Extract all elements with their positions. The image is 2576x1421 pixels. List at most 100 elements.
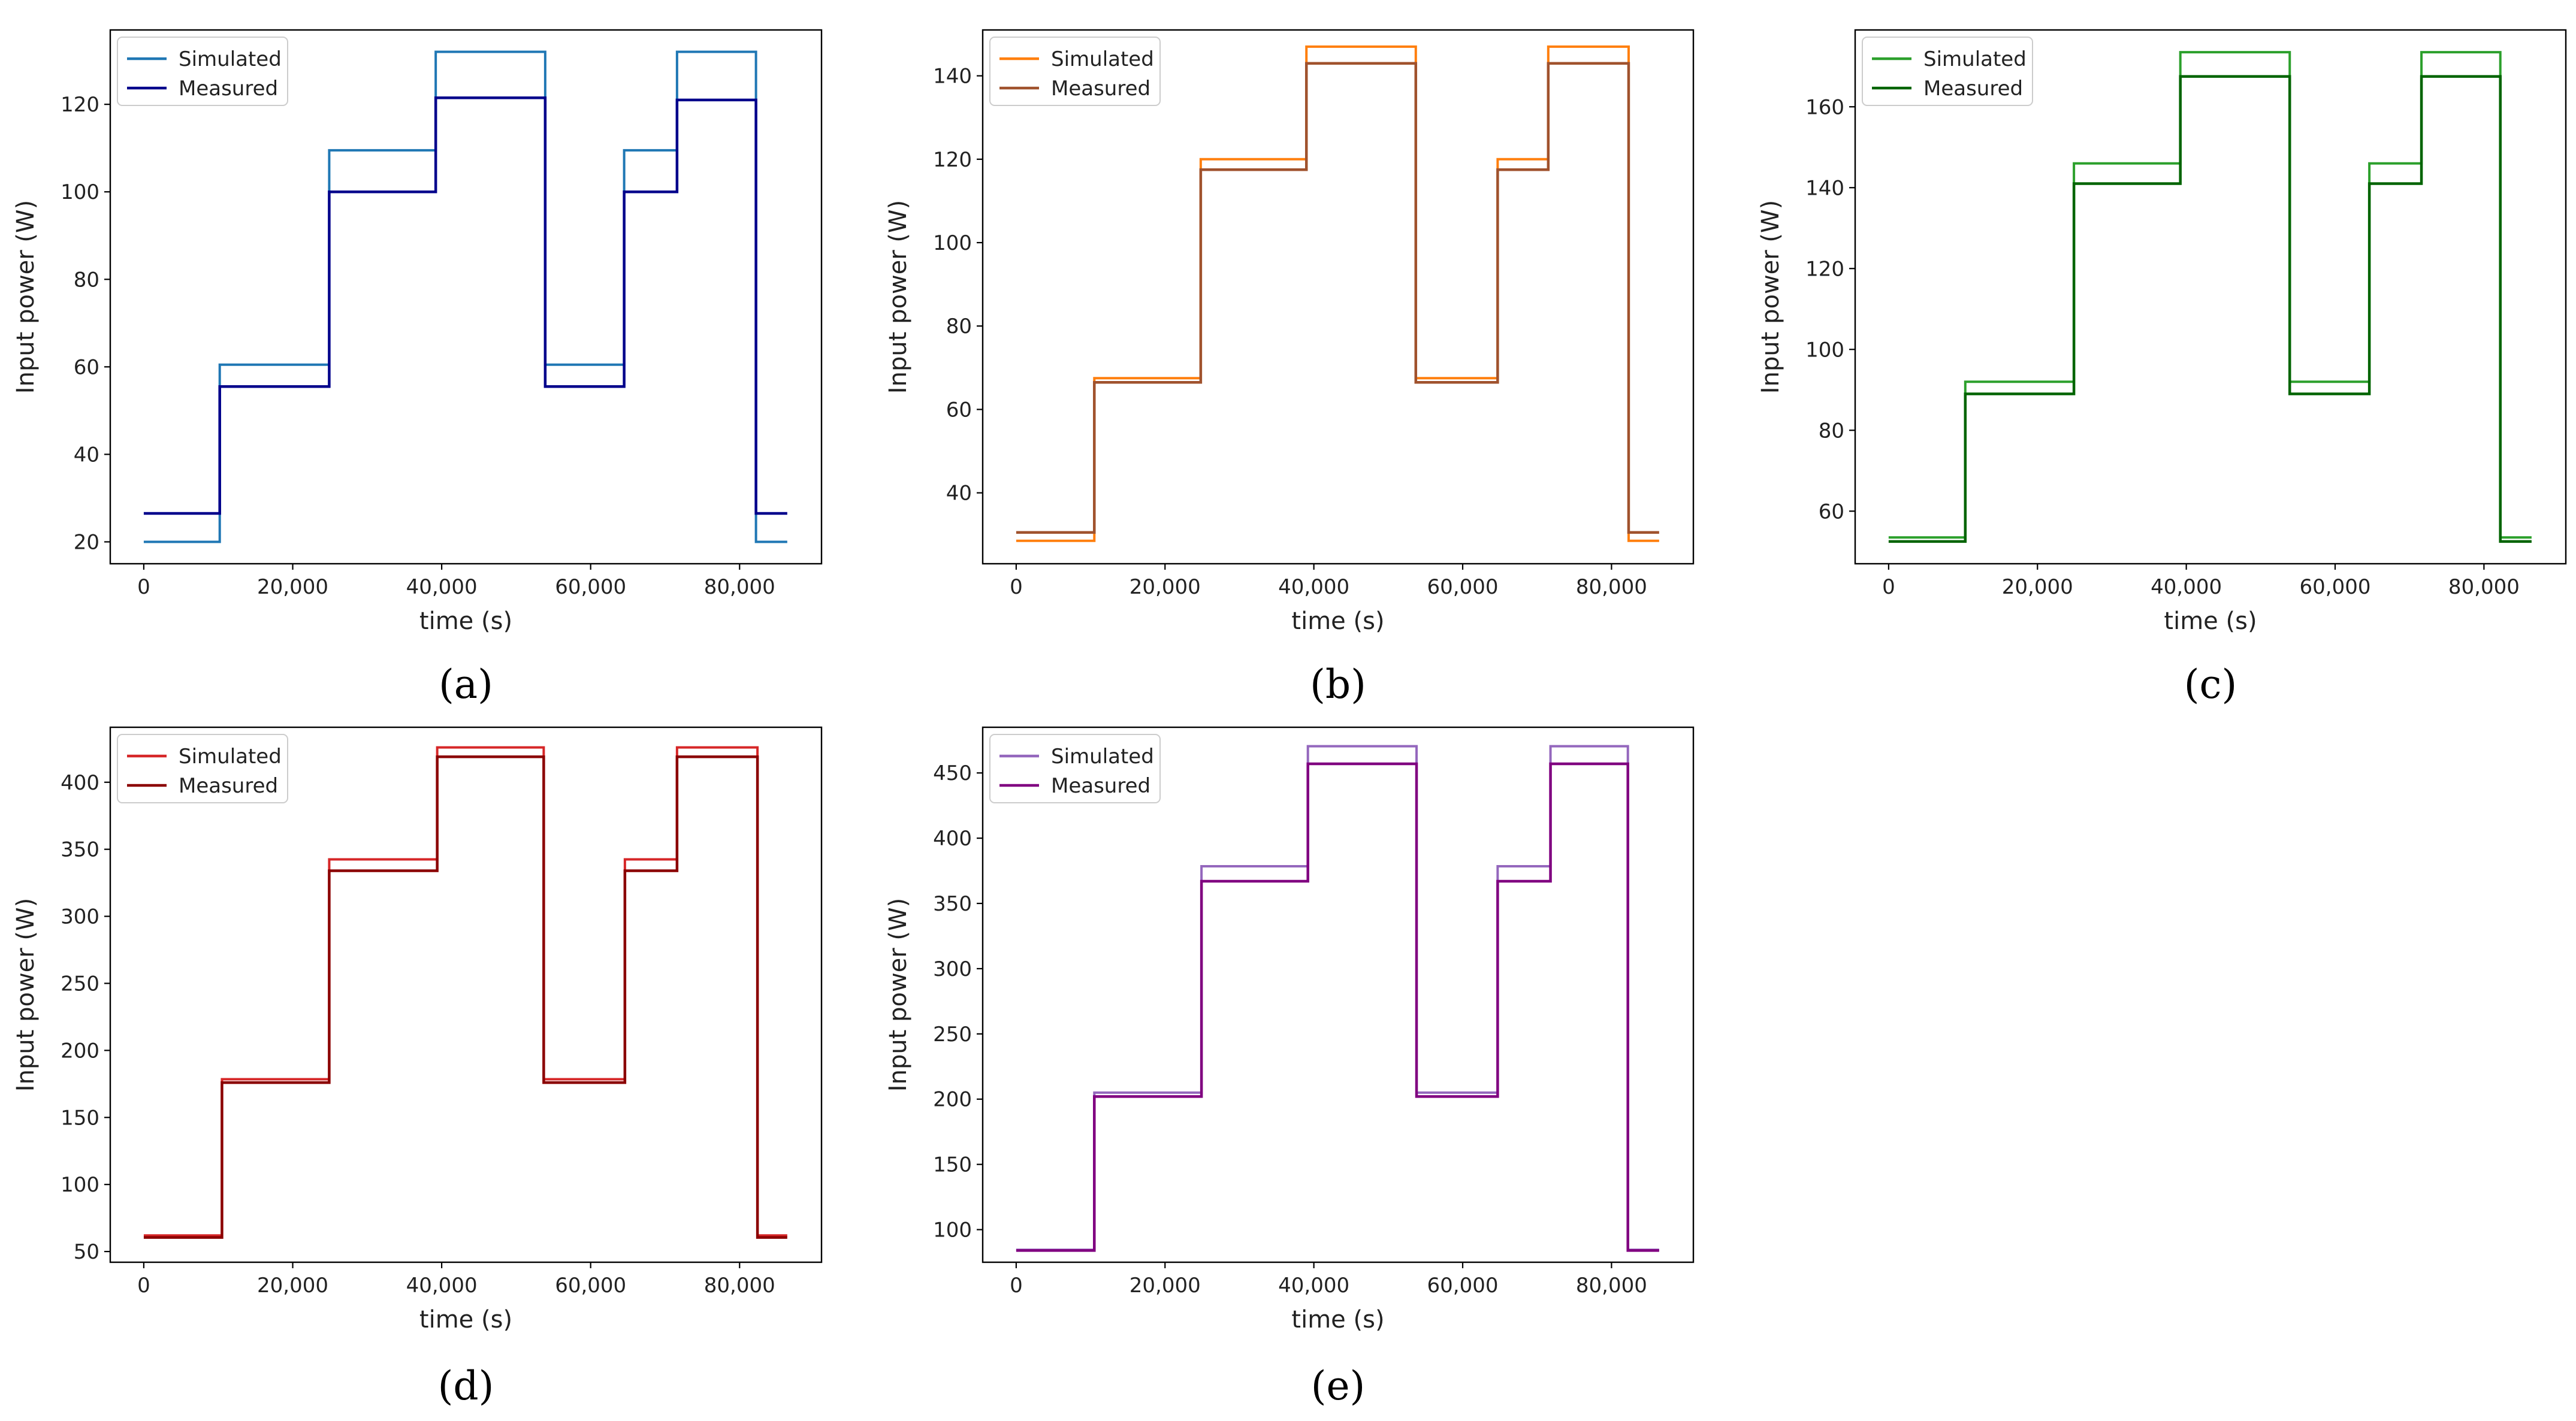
legend-entry: Simulated [1923,47,2027,71]
y-tick-label: 140 [1805,176,1844,200]
series-line-simulated [1888,51,2532,539]
x-tick-label: 0 [1882,575,1895,599]
x-tick-label: 0 [1010,1274,1023,1298]
series-line-measured [1888,75,2532,543]
y-tick-label: 300 [933,957,972,981]
series-line-simulated [143,50,787,543]
x-tick-label: 0 [1010,575,1023,599]
x-tick-label: 60,000 [555,1274,626,1298]
y-tick-label: 400 [933,827,972,851]
legend-entry: Measured [179,77,278,101]
legend: Simulated Measured [989,37,1161,106]
y-tick-label: 100 [1805,338,1844,362]
y-tick-label: 250 [61,972,99,996]
legend: Simulated Measured [117,734,288,803]
series-line-simulated [1016,45,1659,542]
x-axis-title: time (s) [1291,1306,1384,1334]
panel-4: 0 20,000 40,000 60,000 80,000 100 150 200 250 300… [884,726,1695,1409]
panel-caption: (c) [2184,661,2237,708]
legend-entry: Simulated [179,745,282,769]
y-tick-label: 200 [933,1088,972,1112]
x-tick-label: 80,000 [704,575,775,599]
y-tick-label: 200 [61,1039,99,1063]
y-axis-title: Input power (W) [12,200,40,394]
legend-entry: Simulated [179,47,282,71]
x-tick-label: 60,000 [1427,575,1499,599]
x-tick-label: 80,000 [2448,575,2520,599]
legend: Simulated Measured [117,37,288,106]
series-line-simulated [1016,745,1659,1251]
y-tick-label: 300 [61,905,99,929]
y-tick-label: 100 [933,1219,972,1242]
x-tick-label: 60,000 [555,575,626,599]
panel-1: 0 20,000 40,000 60,000 80,000 40 60 80 100 120 140… [884,29,1695,708]
panel-2: 0 20,000 40,000 60,000 80,000 60 80 100 120 140 16… [1757,29,2567,708]
y-tick-label: 40 [946,482,972,506]
panel-0: 0 20,000 40,000 60,000 80,000 20 40 60 80 100 120 t… [12,29,823,708]
x-tick-label: 20,000 [257,1274,328,1298]
y-axis-title: Input power (W) [884,200,912,394]
y-tick-label: 120 [933,148,972,172]
y-tick-label: 450 [933,761,972,785]
y-tick-label: 50 [74,1240,99,1264]
x-tick-label: 60,000 [2300,575,2371,599]
series-line-measured [1016,62,1659,534]
y-axis-title: Input power (W) [1757,200,1784,394]
y-tick-label: 150 [61,1106,99,1130]
x-axis-title: time (s) [419,1306,512,1334]
plot-frame [982,29,1695,565]
legend-entry: Measured [179,774,278,798]
series-line-measured [143,755,787,1239]
x-tick-label: 40,000 [406,575,478,599]
legend-entry: Simulated [1051,47,1154,71]
y-tick-label: 100 [61,180,99,204]
y-tick-label: 160 [1805,95,1844,119]
y-tick-label: 400 [61,771,99,795]
y-tick-label: 100 [61,1173,99,1197]
x-tick-label: 40,000 [1278,575,1349,599]
panel-caption: (e) [1311,1363,1366,1409]
x-tick-label: 80,000 [1576,1274,1647,1298]
y-tick-label: 80 [74,268,99,292]
y-tick-label: 20 [74,530,99,554]
legend: Simulated Measured [1862,37,2033,106]
x-axis-title: time (s) [1291,607,1384,635]
y-tick-label: 120 [61,93,99,117]
x-tick-label: 20,000 [2002,575,2073,599]
x-axis-title: time (s) [2164,607,2257,635]
panel-caption: (b) [1310,661,1366,708]
y-tick-label: 250 [933,1023,972,1047]
x-tick-label: 20,000 [257,575,328,599]
x-axis-title: time (s) [419,607,512,635]
series-line-measured [1016,762,1659,1252]
plot-frame [109,726,823,1263]
y-tick-label: 60 [1819,500,1844,524]
y-tick-label: 80 [1819,419,1844,443]
x-tick-label: 60,000 [1427,1274,1499,1298]
legend-entry: Measured [1923,77,2023,101]
legend-entry: Measured [1051,774,1150,798]
x-tick-label: 80,000 [1576,575,1647,599]
y-tick-label: 60 [946,398,972,422]
panel-3: 0 20,000 40,000 60,000 80,000 50 100 150 200 250 3… [12,726,823,1409]
y-tick-label: 350 [61,838,99,862]
y-tick-label: 350 [933,892,972,916]
y-tick-label: 80 [946,315,972,338]
y-axis-title: Input power (W) [12,898,40,1092]
x-tick-label: 80,000 [704,1274,775,1298]
series-line-measured [143,96,787,515]
x-tick-label: 40,000 [2151,575,2222,599]
x-tick-label: 20,000 [1130,1274,1201,1298]
y-tick-label: 40 [74,443,99,467]
y-tick-label: 150 [933,1153,972,1177]
y-tick-label: 100 [933,231,972,255]
plot-frame [1854,29,2567,565]
series-line-simulated [143,746,787,1237]
panel-caption: (d) [438,1363,494,1409]
panel-caption: (a) [439,661,493,708]
legend: Simulated Measured [989,734,1161,803]
legend-entry: Simulated [1051,745,1154,769]
x-tick-label: 20,000 [1130,575,1201,599]
x-tick-label: 0 [137,575,150,599]
